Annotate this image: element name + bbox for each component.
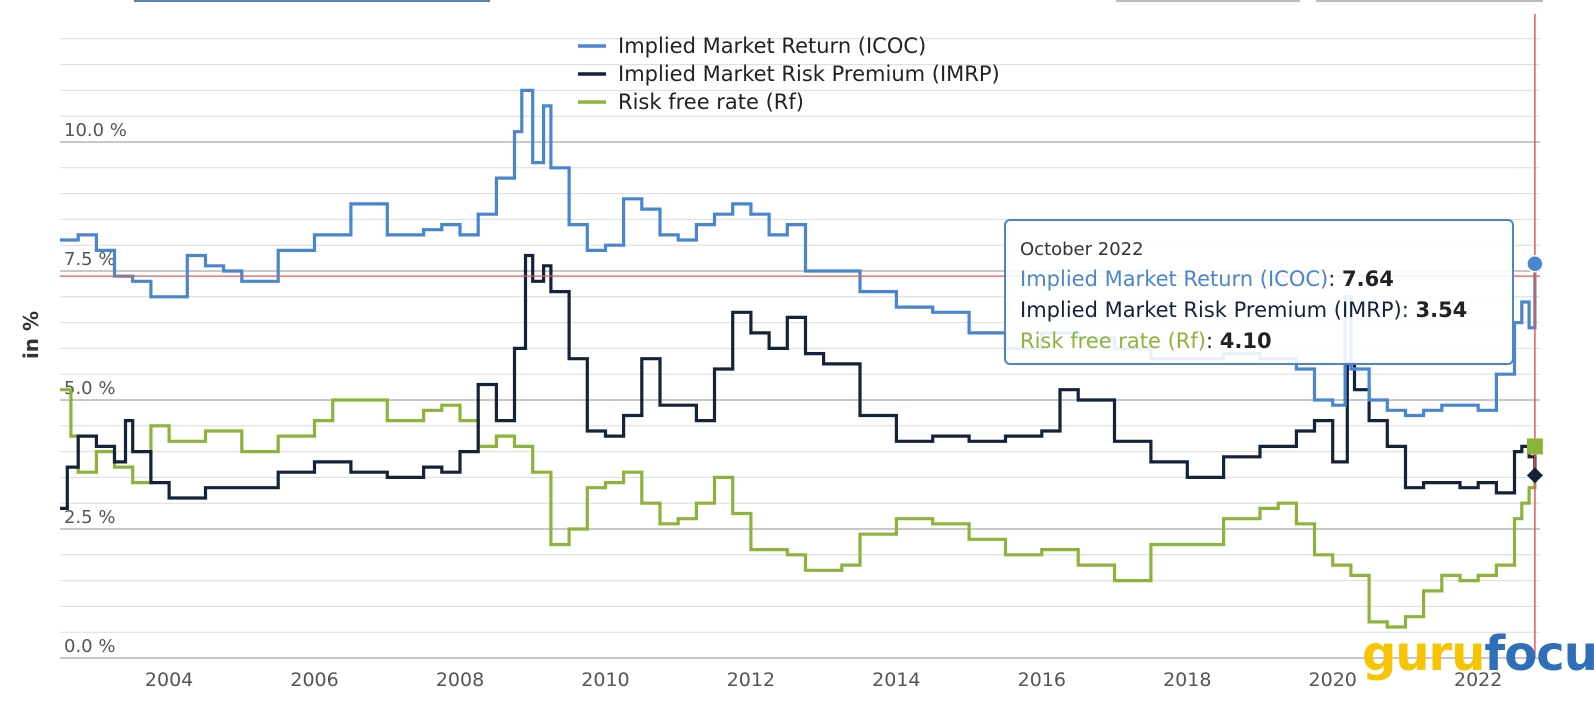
- y-tick-label: 0.0 %: [64, 636, 115, 657]
- x-tick-label: 2004: [145, 669, 193, 691]
- logo-part-focus: focus: [1484, 626, 1594, 682]
- x-tick-label: 2010: [581, 669, 629, 691]
- tooltip: October 2022 Implied Market Return (ICOC…: [1004, 219, 1514, 365]
- y-axis-ticks: 0.0 % 2.5 % 5.0 % 7.5 % 10.0 %: [64, 120, 127, 657]
- marker-icoc: [1526, 255, 1544, 273]
- x-tick-label: 2022: [1454, 669, 1502, 691]
- marker-imrp: [1526, 467, 1543, 484]
- series-line-rf: [60, 388, 1537, 629]
- series-line-imrp: [60, 253, 1537, 510]
- series-line-icoc: [60, 88, 1537, 418]
- y-axis-label: in %: [19, 311, 43, 359]
- tooltip-value-imrp: 3.54: [1415, 298, 1468, 322]
- tooltip-value-icoc: 7.64: [1342, 267, 1394, 291]
- series-lines: [60, 88, 1537, 629]
- tooltip-row-rf: Risk free rate (Rf): 4.10: [1020, 329, 1272, 353]
- x-tick-label: 2008: [436, 669, 484, 691]
- tooltip-row-icoc: Implied Market Return (ICOC): 7.64: [1020, 267, 1394, 291]
- x-tick-label: 2018: [1163, 669, 1211, 691]
- tooltip-row-imrp: Implied Market Risk Premium (IMRP): 3.54: [1020, 298, 1468, 322]
- y-tick-label: 5.0 %: [64, 378, 115, 399]
- x-axis-ticks: 2004 2006 2008 2010 2012 2014 2016 2018 2020 2022: [145, 669, 1502, 691]
- x-tick-label: 2016: [1018, 669, 1066, 691]
- y-tick-label: 7.5 %: [64, 249, 115, 270]
- gurufocus-logo: gurufocus: [1362, 626, 1594, 682]
- x-tick-label: 2012: [727, 669, 775, 691]
- y-tick-label: 2.5 %: [64, 507, 115, 528]
- tooltip-date: October 2022: [1020, 239, 1144, 260]
- legend-label: Risk free rate (Rf): [618, 90, 804, 114]
- x-tick-label: 2014: [872, 669, 920, 691]
- legend-item-icoc[interactable]: Implied Market Return (ICOC): [578, 34, 926, 58]
- legend-item-rf[interactable]: Risk free rate (Rf): [578, 90, 804, 114]
- legend-label: Implied Market Risk Premium (IMRP): [618, 62, 1000, 86]
- tooltip-label-icoc: Implied Market Return (ICOC): [1020, 267, 1329, 291]
- x-tick-label: 2006: [290, 669, 338, 691]
- legend-label: Implied Market Return (ICOC): [618, 34, 926, 58]
- end-markers: [1526, 255, 1544, 484]
- legend[interactable]: Implied Market Return (ICOC) Implied Mark…: [578, 34, 1000, 114]
- y-tick-label: 10.0 %: [64, 120, 127, 141]
- tooltip-label-rf: Risk free rate (Rf): [1020, 329, 1206, 353]
- marker-rf: [1526, 438, 1543, 455]
- tooltip-value-rf: 4.10: [1219, 329, 1272, 353]
- legend-item-imrp[interactable]: Implied Market Risk Premium (IMRP): [578, 62, 1000, 86]
- tooltip-label-imrp: Implied Market Risk Premium (IMRP): [1020, 298, 1402, 322]
- logo-part-guru: guru: [1362, 626, 1485, 682]
- x-tick-label: 2020: [1309, 669, 1357, 691]
